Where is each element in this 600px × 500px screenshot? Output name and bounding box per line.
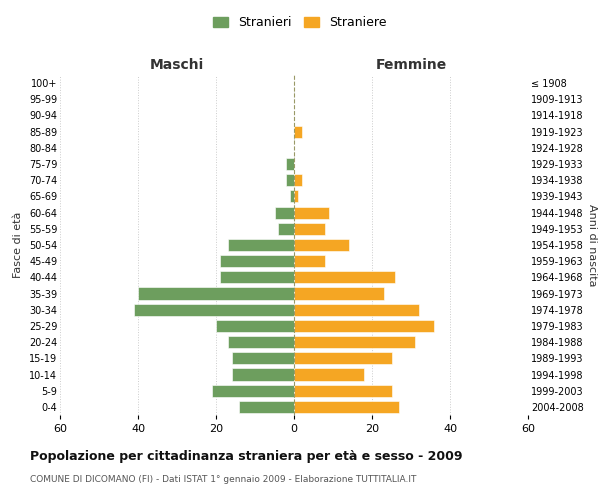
Y-axis label: Anni di nascita: Anni di nascita: [587, 204, 598, 286]
Bar: [239, 401, 294, 413]
Bar: [286, 158, 294, 170]
Bar: [294, 304, 419, 316]
Bar: [294, 272, 395, 283]
Bar: [294, 352, 392, 364]
Bar: [294, 239, 349, 251]
Legend: Stranieri, Straniere: Stranieri, Straniere: [208, 11, 392, 34]
Bar: [228, 336, 294, 348]
Bar: [294, 190, 298, 202]
Bar: [138, 288, 294, 300]
Bar: [294, 384, 392, 397]
Bar: [294, 255, 325, 268]
Bar: [275, 206, 294, 218]
Bar: [134, 304, 294, 316]
Bar: [294, 174, 302, 186]
Bar: [228, 239, 294, 251]
Bar: [232, 368, 294, 380]
Bar: [294, 206, 329, 218]
Text: COMUNE DI DICOMANO (FI) - Dati ISTAT 1° gennaio 2009 - Elaborazione TUTTITALIA.I: COMUNE DI DICOMANO (FI) - Dati ISTAT 1° …: [30, 475, 416, 484]
Y-axis label: Fasce di età: Fasce di età: [13, 212, 23, 278]
Bar: [294, 320, 434, 332]
Bar: [294, 401, 400, 413]
Bar: [294, 288, 384, 300]
Bar: [216, 320, 294, 332]
Bar: [220, 255, 294, 268]
Bar: [294, 368, 364, 380]
Bar: [232, 352, 294, 364]
Bar: [294, 222, 325, 235]
Text: Popolazione per cittadinanza straniera per età e sesso - 2009: Popolazione per cittadinanza straniera p…: [30, 450, 463, 463]
Bar: [290, 190, 294, 202]
Bar: [294, 126, 302, 138]
Bar: [212, 384, 294, 397]
Text: Femmine: Femmine: [376, 58, 446, 72]
Bar: [278, 222, 294, 235]
Bar: [286, 174, 294, 186]
Text: Maschi: Maschi: [150, 58, 204, 72]
Bar: [294, 336, 415, 348]
Bar: [220, 272, 294, 283]
